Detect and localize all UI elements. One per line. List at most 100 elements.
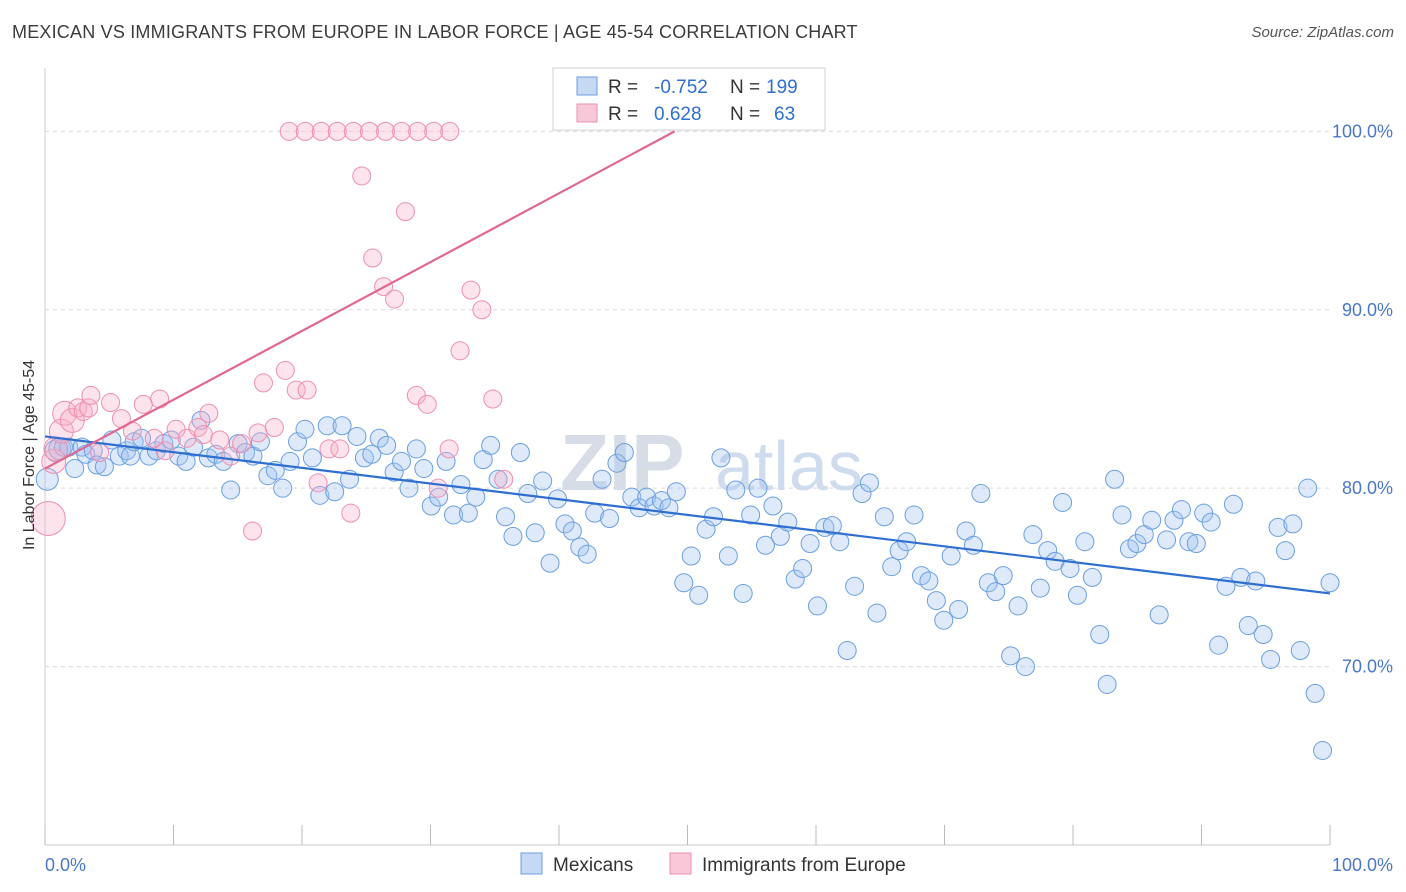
point-immigrants-26: [243, 521, 263, 541]
point-mexicans-88: [666, 482, 686, 502]
point-mexicans-173: [1298, 478, 1318, 498]
point-mexicans-133: [1001, 646, 1021, 666]
point-mexicans-156: [1171, 500, 1191, 520]
point-mexicans-124: [934, 610, 954, 630]
point-immigrants-21: [193, 425, 213, 445]
point-mexicans-142: [1067, 585, 1087, 605]
point-immigrants-34: [319, 439, 339, 459]
point-immigrants-59: [408, 121, 428, 141]
point-mexicans-169: [1268, 517, 1288, 537]
legend-r-value-2: 0.628: [654, 104, 702, 125]
point-mexicans-54: [414, 459, 434, 479]
point-immigrants-33: [308, 473, 328, 493]
point-mexicans-66: [503, 526, 523, 546]
point-immigrants-54: [327, 121, 347, 141]
point-mexicans-135: [1015, 657, 1035, 677]
series-immigrants-europe: [30, 121, 514, 541]
point-mexicans-28: [221, 480, 241, 500]
point-immigrants-8: [79, 398, 99, 418]
point-immigrants-46: [450, 341, 470, 361]
legend-r-value-1: -0.752: [654, 77, 708, 98]
point-mexicans-120: [904, 505, 924, 525]
point-mexicans-174: [1305, 683, 1325, 703]
y-axis-title: In Labor Force | Age 45-54: [21, 360, 38, 550]
point-mexicans-101: [763, 496, 783, 516]
axes: [44, 68, 1331, 846]
point-mexicans-134: [1008, 596, 1028, 616]
point-immigrants-10: [90, 443, 110, 462]
point-mexicans-165: [1238, 616, 1258, 636]
point-mexicans-154: [1157, 530, 1177, 550]
point-mexicans-147: [1105, 469, 1125, 489]
point-mexicans-176: [1320, 573, 1340, 593]
point-mexicans-70: [533, 471, 553, 491]
trend-lines: [44, 130, 1331, 595]
point-immigrants-43: [417, 394, 437, 414]
watermark-atlas: atlas: [715, 427, 863, 505]
point-mexicans-71: [540, 553, 560, 573]
point-mexicans-144: [1082, 567, 1102, 587]
point-mexicans-111: [837, 641, 857, 661]
point-mexicans-39: [302, 448, 322, 468]
point-immigrants-32: [297, 380, 317, 400]
x-tick-label-0: 0.0%: [45, 855, 86, 875]
point-immigrants-35: [330, 439, 350, 459]
point-mexicans-104: [785, 569, 805, 589]
point-immigrants-60: [424, 121, 444, 141]
point-mexicans-75: [570, 537, 590, 557]
legend-swatch-pink: [576, 103, 598, 123]
point-mexicans-113: [852, 484, 872, 504]
point-mexicans-123: [926, 591, 946, 611]
x-tick-label-1: 100.0%: [1332, 855, 1393, 875]
point-mexicans-112: [845, 576, 865, 596]
point-mexicans-153: [1149, 605, 1169, 625]
point-mexicans-81: [614, 443, 634, 462]
point-mexicans-37: [288, 432, 308, 452]
point-mexicans-78: [592, 469, 612, 489]
point-immigrants-53: [311, 121, 331, 141]
point-mexicans-152: [1142, 510, 1162, 530]
point-mexicans-131: [986, 582, 1006, 602]
point-mexicans-98: [741, 505, 761, 525]
bottom-legend-swatch-blue: [520, 852, 543, 875]
point-mexicans-43: [332, 416, 352, 436]
point-mexicans-126: [949, 600, 969, 619]
point-mexicans-74: [562, 521, 582, 541]
point-mexicans-35: [273, 478, 293, 498]
point-immigrants-51: [279, 121, 299, 141]
y-tick-labels: 100.0% 90.0% 80.0% 70.0%: [1332, 121, 1393, 676]
point-immigrants-44: [428, 478, 448, 498]
point-immigrants-40: [385, 289, 405, 309]
point-mexicans-89: [674, 573, 694, 593]
legend-n-label-2: N =: [730, 104, 760, 125]
point-mexicans-10: [94, 457, 114, 477]
point-immigrants-4: [52, 400, 78, 426]
point-immigrants-0: [30, 501, 66, 537]
point-immigrants-9: [81, 385, 101, 405]
point-mexicans-5: [65, 459, 85, 479]
point-immigrants-6: [68, 398, 88, 418]
point-mexicans-160: [1201, 512, 1221, 532]
point-mexicans-117: [882, 557, 902, 577]
point-mexicans-73: [555, 514, 575, 534]
correlation-legend: R = -0.752 N = 199 R = 0.628 N = 63: [552, 67, 826, 131]
point-mexicans-146: [1097, 674, 1117, 694]
point-mexicans-161: [1209, 635, 1229, 655]
point-mexicans-49: [377, 435, 397, 455]
point-mexicans-91: [689, 585, 709, 605]
point-mexicans-97: [733, 583, 753, 603]
point-immigrants-55: [343, 121, 363, 141]
point-mexicans-76: [577, 544, 597, 564]
point-mexicans-79: [600, 509, 620, 529]
point-mexicans-122: [919, 571, 939, 591]
point-mexicans-116: [874, 507, 894, 527]
point-immigrants-14: [133, 394, 153, 414]
point-immigrants-49: [483, 389, 503, 409]
legend-n-value-1: 199: [766, 77, 798, 98]
point-immigrants-16: [150, 389, 170, 409]
point-mexicans-100: [755, 535, 775, 555]
point-mexicans-48: [369, 428, 389, 448]
point-mexicans-158: [1186, 533, 1206, 553]
point-mexicans-45: [347, 426, 367, 446]
point-mexicans-125: [941, 546, 961, 566]
